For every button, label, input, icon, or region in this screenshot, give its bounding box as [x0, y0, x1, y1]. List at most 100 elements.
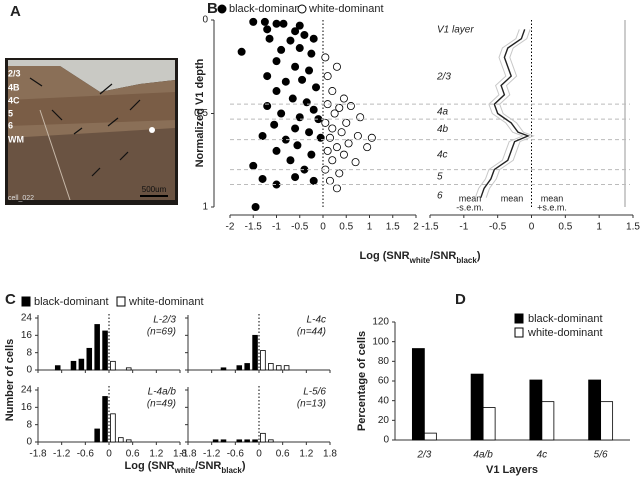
- point: [249, 17, 258, 26]
- point: [325, 133, 334, 142]
- point: [363, 143, 372, 152]
- point: [323, 72, 332, 81]
- point: [339, 94, 348, 103]
- bar: [275, 365, 282, 371]
- bar: [118, 437, 124, 443]
- x-tick-label: 0.6: [276, 449, 290, 460]
- point: [286, 36, 295, 45]
- legend-swatch: [514, 313, 524, 324]
- point: [265, 34, 274, 43]
- bar: [220, 367, 227, 371]
- axis-label-part: /SNR: [430, 250, 456, 262]
- point: [335, 169, 344, 178]
- scale-label: 500um: [142, 185, 167, 194]
- point: [277, 45, 286, 54]
- bar: [125, 367, 132, 371]
- bar: [94, 428, 100, 443]
- x-tick-label: 1: [367, 222, 373, 233]
- layer-label: WM: [8, 134, 24, 144]
- bar: [54, 365, 61, 371]
- point: [332, 62, 341, 71]
- bar: [110, 413, 116, 443]
- bar: [260, 432, 266, 443]
- point: [332, 143, 341, 152]
- x-tick-label: 0.5: [558, 222, 572, 233]
- point: [302, 98, 311, 107]
- panel-label: D: [455, 291, 466, 308]
- bar: [236, 365, 243, 371]
- panel-label: C: [5, 291, 16, 308]
- point: [298, 75, 307, 84]
- x-tick-label: 1.8: [173, 449, 187, 460]
- x-tick-label: 2/3: [416, 450, 431, 461]
- y-tick-label: 80: [378, 356, 390, 367]
- point: [295, 44, 304, 53]
- point: [272, 87, 281, 96]
- x-tick-label: 0.5: [339, 222, 353, 233]
- y-axis-label: Percentage of cells: [356, 331, 368, 431]
- y-tick-label: 0: [26, 437, 32, 448]
- y-tick-label: 1: [202, 202, 208, 213]
- point: [293, 141, 302, 150]
- bar: [529, 379, 543, 441]
- annotation: +s.e.m.: [537, 202, 567, 212]
- x-tick-label: -1.2: [53, 449, 71, 460]
- bar: [283, 365, 290, 371]
- y-tick-label: 0: [26, 365, 32, 376]
- profile-line: [480, 29, 531, 198]
- x-tick-label: 1.2: [299, 449, 313, 460]
- point: [295, 113, 304, 122]
- x-tick-label: -1: [459, 222, 468, 233]
- point: [279, 19, 288, 28]
- point: [305, 128, 314, 137]
- axis-label: Log (SNRwhite/SNRblack): [360, 250, 481, 265]
- layer-label: 5: [437, 172, 443, 183]
- layer-label: 2/3: [8, 68, 21, 78]
- point: [291, 27, 300, 36]
- annotation: mean: [459, 193, 482, 203]
- point: [300, 30, 309, 39]
- panel-label: B: [207, 0, 218, 17]
- x-tick-label: -1.5: [421, 222, 439, 233]
- point: [339, 150, 348, 159]
- y-tick-label: 60: [378, 376, 390, 387]
- point: [323, 146, 332, 155]
- point: [272, 146, 281, 155]
- point: [346, 102, 355, 111]
- x-tick-label: 1.8: [323, 449, 337, 460]
- point: [353, 131, 362, 140]
- x-tick-label: -0.6: [227, 449, 245, 460]
- legend-label: white-dominant: [527, 327, 603, 339]
- bar: [411, 348, 425, 441]
- x-tick-label: 4c: [537, 450, 548, 461]
- bar: [423, 432, 437, 441]
- point: [309, 34, 318, 43]
- x-tick-label: 0: [256, 449, 262, 460]
- layer-label: 2/3: [436, 72, 451, 83]
- y-tick-label: 0.5: [194, 108, 208, 119]
- layer-label: 5: [8, 108, 13, 118]
- profile-line: [474, 29, 525, 198]
- layer-label: 4c: [437, 149, 448, 160]
- bar: [244, 363, 250, 371]
- axis-label: Log (SNRwhite/SNRblack): [125, 460, 246, 475]
- layer-label: 4C: [8, 95, 20, 105]
- axis-label-part: Log (SNR: [125, 460, 175, 472]
- x-tick-label: 0.6: [126, 449, 140, 460]
- x-tick-label: 0: [320, 222, 326, 233]
- x-tick-label: -1: [272, 222, 281, 233]
- legend-swatch: [116, 296, 126, 307]
- point: [263, 102, 272, 111]
- bar: [252, 334, 258, 371]
- bar: [220, 439, 227, 443]
- y-tick-label: 100: [372, 336, 389, 347]
- point: [258, 131, 267, 140]
- axis-label-part: white: [174, 466, 196, 475]
- point: [291, 62, 300, 71]
- legend-swatch: [21, 296, 31, 307]
- y-tick-label: 24: [21, 313, 33, 324]
- point: [295, 21, 304, 30]
- point: [309, 176, 318, 185]
- x-tick-label: 1.5: [386, 222, 400, 233]
